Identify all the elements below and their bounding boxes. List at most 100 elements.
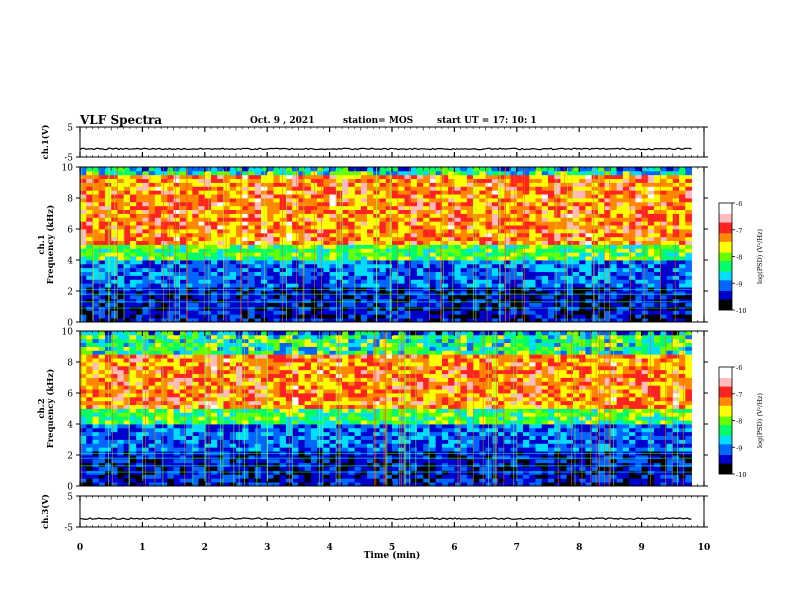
spectrogram-cell — [136, 334, 143, 340]
spectrogram-cell — [379, 201, 387, 207]
spectrogram-cell — [654, 194, 661, 199]
spectrogram-cell — [591, 310, 599, 315]
spectrogram-cell — [504, 194, 511, 199]
spectrogram-cell — [597, 221, 605, 226]
spectrogram-cell — [279, 263, 287, 269]
spectrogram-cell — [566, 310, 574, 315]
spectrogram-cell — [535, 275, 543, 280]
spectrogram-cell — [236, 209, 243, 214]
spectrogram-cell — [98, 236, 106, 242]
spectrogram-cell — [148, 294, 156, 300]
spectrogram-cell — [279, 244, 287, 249]
spectrogram-cell — [448, 267, 455, 273]
spectrogram-cell — [129, 283, 137, 288]
spectrogram-cell — [423, 236, 430, 242]
spectrogram-cell — [204, 314, 212, 319]
spectrogram-cell — [217, 248, 224, 253]
spectrogram-cell — [348, 194, 355, 199]
spectrogram-cell — [423, 252, 430, 257]
spectrogram-cell — [104, 198, 112, 203]
spectrogram-cell — [647, 205, 655, 211]
spectrogram-cell — [335, 236, 343, 242]
spectrogram-cell — [392, 178, 399, 183]
spectrogram-cell — [285, 240, 293, 245]
spectrogram-cell — [223, 334, 231, 340]
spectrogram-cell — [360, 198, 368, 203]
spectrogram-cell — [229, 416, 237, 421]
spectrogram-cell — [198, 271, 206, 276]
spectrogram-cell — [429, 310, 437, 315]
spectrogram-cell — [510, 267, 518, 273]
spectrogram-cell — [541, 252, 549, 257]
spectrogram-cell — [660, 298, 667, 304]
spectrogram-cell — [454, 248, 462, 253]
spectrogram-cell — [117, 213, 125, 218]
spectrogram-cell — [367, 294, 374, 300]
spectrogram-cell — [217, 170, 224, 176]
spectrogram-cell — [454, 236, 462, 242]
spectrogram-cell — [198, 306, 206, 311]
spectrogram-cell — [167, 342, 174, 347]
spectrogram-cell — [672, 271, 680, 276]
spectrogram-cell — [510, 271, 518, 276]
spectrogram-cell — [273, 279, 281, 284]
spectrogram-cell — [154, 385, 162, 390]
spectrogram-cell — [579, 167, 586, 172]
spectrogram-cell — [672, 240, 680, 245]
spectrogram-cell — [111, 346, 118, 351]
spectrogram-cell — [167, 205, 174, 211]
spectrogram-cell — [466, 263, 474, 269]
spectrogram-cell — [392, 240, 399, 245]
spectrogram-cell — [342, 294, 349, 300]
spectrogram-cell — [317, 209, 324, 214]
spectrogram-cell — [435, 174, 443, 180]
spectrogram-cell — [647, 252, 655, 257]
spectrogram-cell — [167, 256, 174, 261]
spectrogram-cell — [423, 232, 430, 238]
spectrogram-cell — [86, 318, 93, 323]
spectrogram-cell — [117, 342, 125, 347]
spectrogram-cell — [273, 229, 281, 234]
spectrogram-cell — [229, 205, 237, 211]
spectrogram-cell — [129, 354, 137, 359]
spectrogram-cell — [654, 213, 661, 218]
spectrogram-cell — [304, 310, 312, 315]
spectrogram-cell — [510, 232, 518, 238]
spectrogram-cell — [616, 256, 624, 261]
spectrogram-cell — [485, 294, 493, 300]
spectrogram-cell — [379, 190, 387, 195]
spectrogram-cell — [491, 198, 499, 203]
spectrogram-cell — [523, 190, 530, 195]
spectrogram-cell — [516, 248, 524, 253]
spectrogram-cell — [566, 244, 574, 249]
spectrogram-cell — [304, 275, 312, 280]
spectrogram-cell — [211, 377, 218, 382]
spectrogram-cell — [485, 232, 493, 238]
spectrogram-cell — [460, 298, 468, 304]
spectrogram-cell — [198, 248, 206, 253]
spectrogram-cell — [179, 381, 187, 386]
spectrogram-cell — [117, 194, 125, 199]
spectrogram-cell — [173, 447, 181, 452]
spectrogram-layer — [80, 167, 704, 487]
spectrogram-cell — [267, 236, 274, 242]
spectrogram-cell — [186, 236, 193, 242]
spectrogram-cell — [204, 381, 212, 386]
spectrogram-cell — [117, 389, 125, 394]
spectrogram-cell — [92, 458, 100, 464]
spectrogram-cell — [92, 198, 100, 203]
spectrogram-cell — [117, 271, 125, 276]
spectrogram-cell — [317, 217, 324, 222]
spectrogram-cell — [129, 358, 137, 363]
spectrogram-cell — [591, 190, 599, 195]
spectrogram-cell — [136, 306, 143, 311]
spectrogram-cell — [504, 232, 511, 238]
spectrogram-cell — [154, 298, 162, 304]
spectrogram-cell — [167, 385, 174, 390]
spectrogram-cell — [86, 271, 93, 276]
spectrogram-cell — [541, 248, 549, 253]
spectrogram-cell — [454, 221, 462, 226]
spectrogram-cell — [223, 229, 231, 234]
spectrogram-cell — [416, 225, 424, 230]
spectrogram-cell — [460, 194, 468, 199]
